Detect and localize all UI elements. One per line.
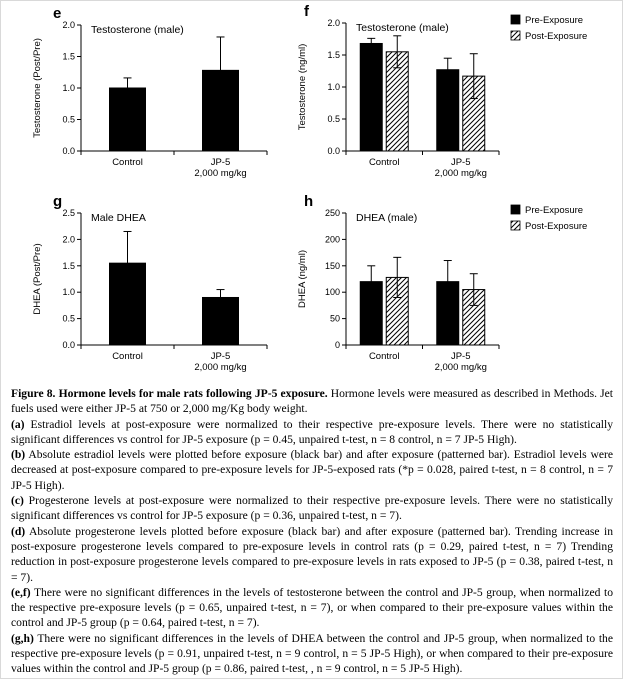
caption-label-ef: (e,f): [11, 585, 31, 599]
caption-lead-bold: Figure 8. Hormone levels for male rats f…: [11, 387, 328, 400]
svg-text:2,000 mg/kg: 2,000 mg/kg: [194, 362, 246, 373]
svg-text:1.0: 1.0: [62, 287, 75, 297]
chart-dhea-post-pre: 0.0 0.5 1.0 1.5 2.0 2.5 Control JP-5 2,000 mg/kg…: [29, 195, 291, 383]
caption-paragraph: (d) Absolute progesterone levels plotted…: [11, 524, 613, 585]
caption-paragraph: (e,f) There were no significant differen…: [11, 585, 613, 631]
caption-paragraph: (c) Progesterone levels at post-exposure…: [11, 493, 613, 524]
svg-text:2,000 mg/kg: 2,000 mg/kg: [435, 168, 487, 179]
svg-text:200: 200: [325, 234, 340, 244]
chart-dhea-absolute: 0 50 100 150 200 250 Control JP-5 2,000 mg/kg DHE…: [294, 195, 621, 383]
svg-text:Male DHEA: Male DHEA: [91, 212, 146, 224]
svg-text:0: 0: [335, 340, 340, 350]
svg-text:Pre-Exposure: Pre-Exposure: [525, 205, 583, 216]
svg-text:Control: Control: [112, 351, 143, 362]
svg-text:Testosterone (Post/Pre): Testosterone (Post/Pre): [32, 38, 43, 138]
svg-text:DHEA (male): DHEA (male): [356, 212, 417, 224]
caption-label-a: (a): [11, 417, 25, 431]
panel-letter-e: e: [53, 5, 62, 22]
svg-text:DHEA (ng/ml): DHEA (ng/ml): [297, 250, 308, 308]
chart-testosterone-post-pre: 0.0 0.5 1.0 1.5 2.0 Control JP-5 2,000 mg/kg Tes…: [29, 7, 291, 189]
svg-text:1.5: 1.5: [62, 52, 75, 62]
svg-text:Testosterone (male): Testosterone (male): [356, 22, 449, 34]
caption-text-ef: There were no significant differences in…: [11, 585, 613, 630]
caption-label-d: (d): [11, 524, 26, 538]
figure-area: e 0.0 0.5 1.0 1.5 2.0 Control JP-5 2,000 mg/kg T…: [1, 1, 622, 385]
caption-text-b: Absolute estradiol levels were plotted b…: [11, 448, 613, 492]
svg-text:2.0: 2.0: [62, 234, 75, 244]
svg-text:0.0: 0.0: [62, 146, 75, 156]
caption-paragraph: Figure 8. Hormone levels for male rats f…: [11, 386, 613, 417]
svg-text:2,000 mg/kg: 2,000 mg/kg: [435, 362, 487, 373]
svg-text:1.5: 1.5: [62, 261, 75, 271]
panel-h: h 0 50 100 150 200 250 Control JP-5 2,000 mg/kg D…: [294, 193, 621, 383]
caption-paragraph: (g,h) There were no significant differen…: [11, 631, 613, 677]
panel-f: f 0.0 0.5 1.0 1.5 2.0 Control JP-5 2,000 mg/kg T…: [294, 3, 621, 189]
svg-text:100: 100: [325, 287, 340, 297]
svg-text:Post-Exposure: Post-Exposure: [525, 31, 587, 42]
svg-text:1.0: 1.0: [62, 83, 75, 93]
panel-e: e 0.0 0.5 1.0 1.5 2.0 Control JP-5 2,000 mg/kg T…: [29, 5, 291, 189]
svg-text:150: 150: [325, 261, 340, 271]
panel-letter-h: h: [304, 193, 314, 210]
svg-text:0.0: 0.0: [62, 340, 75, 350]
panel-letter-g: g: [53, 193, 63, 210]
svg-text:1.5: 1.5: [327, 50, 340, 60]
svg-text:JP-5: JP-5: [451, 157, 471, 168]
svg-text:50: 50: [330, 314, 340, 324]
svg-text:JP-5: JP-5: [211, 157, 231, 168]
svg-text:Pre-Exposure: Pre-Exposure: [525, 15, 583, 26]
figure-caption: Figure 8. Hormone levels for male rats f…: [11, 386, 613, 677]
caption-label-gh: (g,h): [11, 631, 34, 645]
svg-text:Control: Control: [369, 157, 400, 168]
caption-lead-text: Hormone levels were measured as describe…: [11, 387, 613, 416]
caption-label-b: (b): [11, 448, 26, 462]
caption-label-c: (c): [11, 494, 24, 508]
caption-text-c: Progesterone levels at post-exposure wer…: [11, 494, 613, 523]
caption-paragraph: (a) Estradiol levels at post-exposure we…: [11, 417, 613, 448]
svg-text:2.0: 2.0: [62, 20, 75, 30]
svg-text:Testosterone (ng/ml): Testosterone (ng/ml): [297, 44, 308, 131]
svg-text:1.0: 1.0: [327, 82, 340, 92]
panel-letter-f: f: [304, 3, 309, 20]
caption-paragraph: (b) Absolute estradiol levels were plott…: [11, 447, 613, 493]
svg-text:250: 250: [325, 208, 340, 218]
svg-text:2.0: 2.0: [327, 18, 340, 28]
svg-text:0.5: 0.5: [62, 115, 75, 125]
caption-text-a: Estradiol levels at post-exposure were n…: [11, 417, 613, 446]
svg-text:0.5: 0.5: [327, 114, 340, 124]
svg-text:0.5: 0.5: [62, 314, 75, 324]
caption-text-gh: There were no significant differences in…: [11, 631, 613, 676]
svg-text:Testosterone (male): Testosterone (male): [91, 24, 184, 36]
svg-text:DHEA (Post/Pre): DHEA (Post/Pre): [32, 243, 43, 314]
svg-text:Control: Control: [112, 157, 143, 168]
svg-text:2.5: 2.5: [62, 208, 75, 218]
chart-testosterone-absolute: 0.0 0.5 1.0 1.5 2.0 Control JP-5 2,000 mg/kg Tes…: [294, 5, 621, 189]
svg-text:JP-5: JP-5: [211, 351, 231, 362]
svg-text:JP-5: JP-5: [451, 351, 471, 362]
panel-g: g 0.0 0.5 1.0 1.5 2.0 2.5 Control JP-5 2,000 mg/…: [29, 193, 291, 383]
caption-text-d: Absolute progesterone levels plotted bef…: [11, 524, 613, 584]
svg-text:Control: Control: [369, 351, 400, 362]
svg-text:0.0: 0.0: [327, 146, 340, 156]
svg-text:2,000 mg/kg: 2,000 mg/kg: [194, 168, 246, 179]
svg-text:Post-Exposure: Post-Exposure: [525, 221, 587, 232]
